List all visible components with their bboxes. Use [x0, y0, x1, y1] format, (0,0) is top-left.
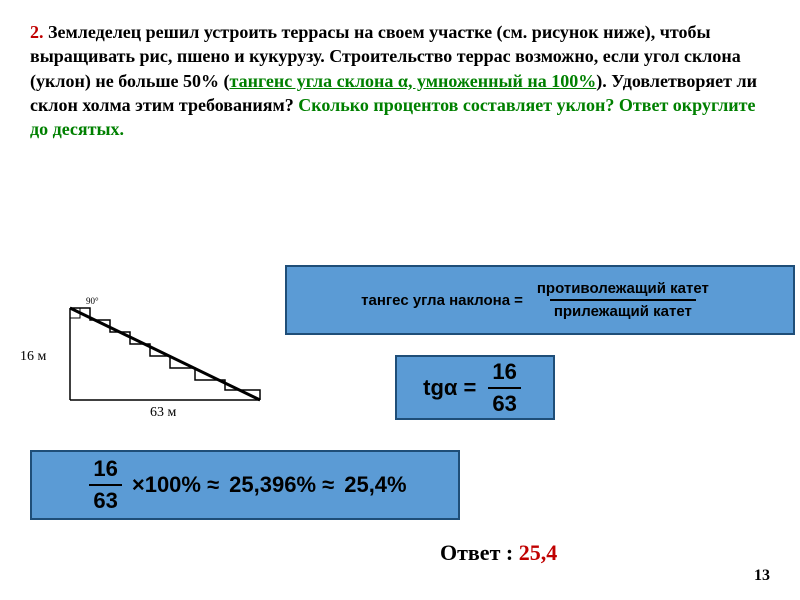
tan-def-numerator: противолежащий катет: [533, 280, 713, 299]
height-label: 16 м: [20, 349, 47, 364]
base-label: 63 м: [150, 405, 177, 420]
tangent-definition-box: тангес угла наклона = противолежащий кат…: [285, 265, 795, 335]
calc-mid: 25,396% ≈: [229, 472, 334, 498]
calc-times: ×100% ≈: [132, 472, 219, 498]
problem-number: 2.: [30, 22, 44, 42]
answer-label: Ответ :: [440, 540, 519, 565]
calc-num: 16: [89, 456, 121, 484]
tg-lhs: tgα: [423, 375, 457, 401]
tg-den: 63: [488, 387, 520, 417]
tan-def-fraction: противолежащий катет прилежащий катет: [533, 280, 713, 320]
eq-sign: =: [514, 292, 523, 309]
tan-def-denominator: прилежащий катет: [550, 299, 696, 320]
tangent-definition-inline: тангенс угла склона α, умноженный на 100…: [230, 71, 597, 91]
answer-value: 25,4: [519, 540, 558, 565]
problem-statement: 2. Земледелец решил устроить террасы на …: [0, 0, 800, 151]
calculation-box: 16 63 ×100% ≈ 25,396% ≈ 25,4%: [30, 450, 460, 520]
page-number: 13: [754, 567, 770, 585]
slope-diagram: 90° 16 м 63 м: [10, 290, 280, 420]
tan-def-lhs: тангес угла наклона: [361, 292, 510, 309]
tg-fraction: 16 63: [488, 359, 520, 417]
tg-eq: =: [463, 375, 476, 401]
tg-value-box: tgα = 16 63: [395, 355, 555, 420]
tg-num: 16: [488, 359, 520, 387]
answer-line: Ответ : 25,4: [440, 540, 557, 566]
calc-result: 25,4%: [344, 472, 406, 498]
calc-den: 63: [89, 484, 121, 514]
angle-label: 90°: [86, 296, 99, 306]
calc-fraction: 16 63: [89, 456, 121, 514]
